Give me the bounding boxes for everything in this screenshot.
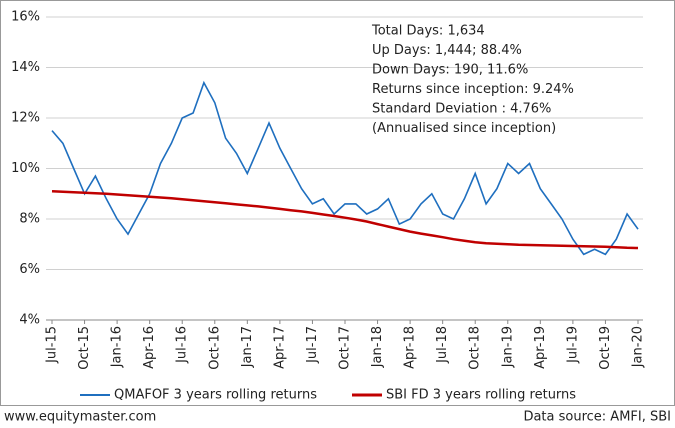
x-tick-label: Apr-19: [533, 326, 548, 369]
x-tick-label: Oct-15: [77, 326, 92, 370]
x-tick-label: Apr-17: [272, 326, 287, 369]
footer-right: Data source: AMFI, SBI: [523, 410, 671, 425]
annotation: Up Days: 1,444; 88.4%: [372, 43, 522, 58]
annotation: Down Days: 190, 11.6%: [372, 63, 528, 78]
y-tick-label: 4%: [19, 313, 40, 328]
y-tick-label: 8%: [19, 212, 40, 227]
legend-label: SBI FD 3 years rolling returns: [386, 388, 576, 403]
series-line: [51, 80, 639, 256]
x-tick-label: Jul-15: [45, 326, 60, 364]
y-tick-label: 10%: [11, 161, 40, 176]
y-tick-label: 16%: [11, 10, 40, 25]
x-tick-label: Jul-18: [435, 326, 450, 364]
annotation: (Annualised since inception): [372, 121, 556, 136]
x-tick-label: Jul-19: [565, 326, 580, 364]
x-tick-label: Apr-18: [403, 326, 418, 369]
series-line: [51, 189, 639, 250]
footer-left: www.equitymaster.com: [4, 410, 156, 425]
x-tick-label: Jan-16: [110, 326, 125, 368]
x-tick-label: Jul-16: [175, 326, 190, 364]
x-tick-label: Jan-20: [631, 326, 646, 368]
x-tick-label: Oct-19: [598, 326, 613, 370]
annotation: Standard Deviation : 4.76%: [372, 102, 551, 117]
legend-label: QMAFOF 3 years rolling returns: [114, 388, 317, 403]
x-tick-label: Jan-18: [370, 326, 385, 368]
y-tick-label: 12%: [11, 111, 40, 126]
y-tick-label: 14%: [11, 60, 40, 75]
x-tick-label: Oct-18: [468, 326, 483, 370]
x-tick-label: Oct-16: [207, 326, 222, 370]
x-tick-label: Oct-17: [338, 326, 353, 370]
x-tick-label: Jul-17: [305, 326, 320, 364]
annotation: Total Days: 1,634: [371, 24, 485, 39]
x-tick-label: Jan-17: [240, 326, 255, 368]
x-tick-label: Apr-16: [142, 326, 157, 369]
annotation: Returns since inception: 9.24%: [372, 82, 574, 97]
y-tick-label: 6%: [19, 262, 40, 277]
x-tick-label: Jan-19: [500, 326, 515, 368]
